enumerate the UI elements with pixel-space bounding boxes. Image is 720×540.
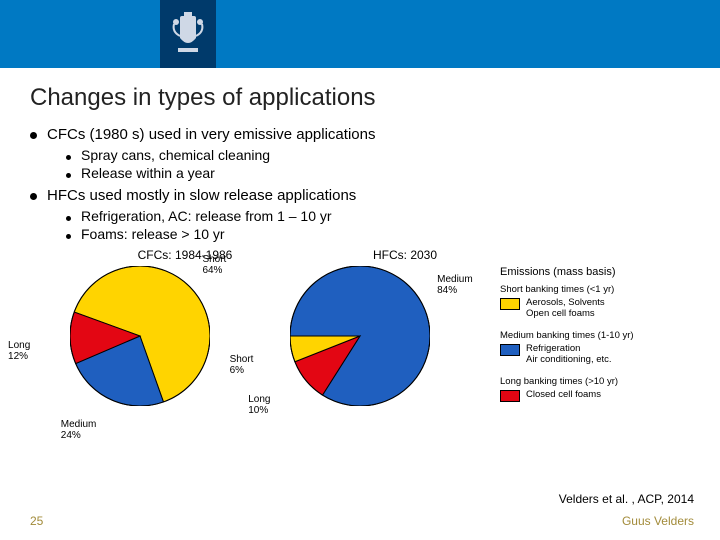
- page-number: 25: [30, 514, 43, 528]
- crest-logo: [160, 0, 216, 68]
- bullet-dot-icon: [66, 216, 71, 221]
- legend-title: Emissions (mass basis): [500, 266, 690, 278]
- sub-item: Spray cans, chemical cleaning: [66, 147, 690, 163]
- bullet-dot-icon: [30, 193, 37, 200]
- legend-row: Aerosols, SolventsOpen cell foams: [500, 297, 690, 320]
- legend-row: Closed cell foams: [500, 389, 690, 402]
- sub-list: Spray cans, chemical cleaning Release wi…: [66, 147, 690, 181]
- pie-chart-cfcs: CFCs: 1984-1986 Short64%Medium24%Long12%: [70, 248, 300, 406]
- legend-caption: Short banking times (<1 yr): [500, 284, 690, 295]
- legend-swatch: [500, 298, 520, 310]
- legend-group: Short banking times (<1 yr) Aerosols, Sol…: [500, 284, 690, 320]
- header-band: [0, 0, 720, 68]
- pie-slice-label: Long12%: [8, 340, 30, 362]
- legend: Emissions (mass basis) Short banking tim…: [500, 266, 690, 412]
- pie-title: HFCs: 2030: [290, 248, 520, 262]
- pie-svg: [290, 266, 430, 406]
- citation-text: Velders et al. , ACP, 2014: [559, 492, 694, 506]
- sub-item: Foams: release > 10 yr: [66, 226, 690, 242]
- bullet-text: CFCs (1980 s) used in very emissive appl…: [47, 126, 375, 143]
- legend-text: RefrigerationAir conditioning, etc.: [526, 343, 612, 366]
- legend-caption: Medium banking times (1-10 yr): [500, 330, 690, 341]
- sub-item: Release within a year: [66, 165, 690, 181]
- pie-slice-label: Medium84%: [437, 274, 473, 296]
- legend-swatch: [500, 390, 520, 402]
- sub-text: Refrigeration, AC: release from 1 – 10 y…: [81, 208, 332, 224]
- legend-swatch: [500, 344, 520, 356]
- legend-text: Closed cell foams: [526, 389, 601, 400]
- bullet-dot-icon: [30, 132, 37, 139]
- bullet-item: CFCs (1980 s) used in very emissive appl…: [30, 126, 690, 181]
- legend-text: Aerosols, SolventsOpen cell foams: [526, 297, 605, 320]
- legend-group: Medium banking times (1-10 yr) Refrigerat…: [500, 330, 690, 366]
- charts-area: CFCs: 1984-1986 Short64%Medium24%Long12%…: [30, 248, 690, 458]
- slide-title: Changes in types of applications: [30, 84, 690, 112]
- author-name: Guus Velders: [622, 514, 694, 528]
- pie-slice-label: Medium24%: [61, 419, 97, 441]
- pie-svg: [70, 266, 210, 406]
- legend-caption: Long banking times (>10 yr): [500, 376, 690, 387]
- bullet-text: HFCs used mostly in slow release applica…: [47, 187, 356, 204]
- sub-text: Spray cans, chemical cleaning: [81, 147, 270, 163]
- bullet-item: HFCs used mostly in slow release applica…: [30, 187, 690, 242]
- bullet-dot-icon: [66, 155, 71, 160]
- pie-slice-label: Long10%: [248, 394, 270, 416]
- legend-row: RefrigerationAir conditioning, etc.: [500, 343, 690, 366]
- pie-chart-hfcs: HFCs: 2030 Medium84%Long10%Short6%: [290, 248, 520, 406]
- pie-slice-label: Short6%: [230, 354, 254, 376]
- bullet-dot-icon: [66, 173, 71, 178]
- sub-text: Foams: release > 10 yr: [81, 226, 225, 242]
- coat-of-arms-icon: [168, 10, 208, 58]
- bullet-list: CFCs (1980 s) used in very emissive appl…: [30, 126, 690, 242]
- legend-group: Long banking times (>10 yr) Closed cell f…: [500, 376, 690, 402]
- bullet-dot-icon: [66, 234, 71, 239]
- content-area: Changes in types of applications CFCs (1…: [0, 68, 720, 458]
- pie-title: CFCs: 1984-1986: [70, 248, 300, 262]
- sub-text: Release within a year: [81, 165, 215, 181]
- sub-list: Refrigeration, AC: release from 1 – 10 y…: [66, 208, 690, 242]
- pie-slice-label: Short64%: [202, 254, 226, 276]
- sub-item: Refrigeration, AC: release from 1 – 10 y…: [66, 208, 690, 224]
